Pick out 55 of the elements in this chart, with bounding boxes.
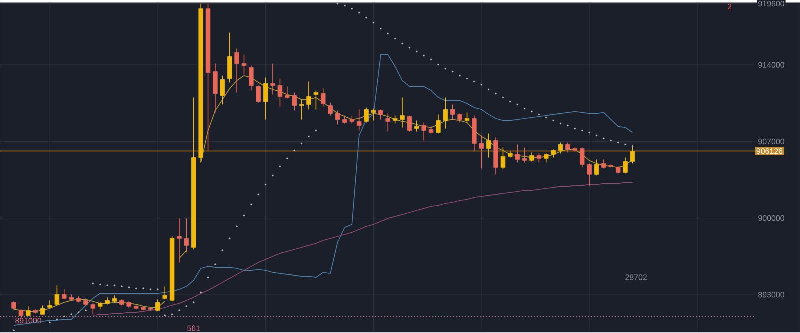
candlestick (479, 135, 484, 170)
candlestick (249, 65, 254, 92)
candlestick (54, 285, 60, 306)
candlestick (400, 97, 405, 128)
candlestick (162, 286, 168, 300)
candlestick (177, 218, 182, 264)
candlestick (500, 147, 506, 170)
candlestick (566, 142, 570, 154)
candlestick (364, 107, 369, 124)
candlestick (558, 142, 564, 154)
candlestick (184, 218, 190, 254)
candlestick (522, 147, 528, 164)
candlestick (335, 110, 340, 126)
candlestick (256, 85, 261, 104)
candlestick (299, 99, 304, 120)
candlestick (580, 147, 585, 168)
candlestick (321, 88, 326, 108)
candlestick (450, 104, 456, 120)
candlestick (62, 289, 67, 300)
candlestick (328, 102, 333, 116)
candlestick (378, 109, 384, 120)
candlestick (270, 63, 276, 96)
candlestick (90, 303, 96, 316)
candlestick (220, 75, 226, 106)
candlestick (156, 299, 160, 312)
candlestick (285, 86, 290, 100)
candlestick (530, 152, 534, 162)
candlestick (386, 113, 390, 132)
candlestick (623, 157, 628, 174)
candlestick (306, 81, 312, 110)
candlestick (436, 114, 441, 134)
candlestick (443, 97, 448, 130)
candlestick (630, 145, 636, 164)
candlestick (486, 133, 492, 158)
candlestick (594, 159, 600, 176)
candlestick (234, 48, 240, 94)
candlestick (371, 108, 376, 122)
candlestick (213, 63, 218, 114)
candlestick (464, 112, 470, 124)
candlestick (242, 54, 247, 76)
candlestick (414, 120, 420, 132)
candlestick (292, 92, 297, 112)
candlestick (536, 153, 542, 164)
candlestick (227, 32, 232, 84)
candlestick (356, 109, 362, 132)
candlestick (278, 78, 283, 108)
candlestick (314, 90, 319, 110)
candlestick (263, 77, 268, 120)
candlestick (458, 113, 462, 124)
candlestick (407, 115, 412, 132)
candlestick (587, 163, 592, 186)
candlestick (422, 122, 426, 142)
candlestick (26, 306, 31, 316)
candlestick (544, 153, 549, 164)
candlestick (515, 144, 520, 164)
